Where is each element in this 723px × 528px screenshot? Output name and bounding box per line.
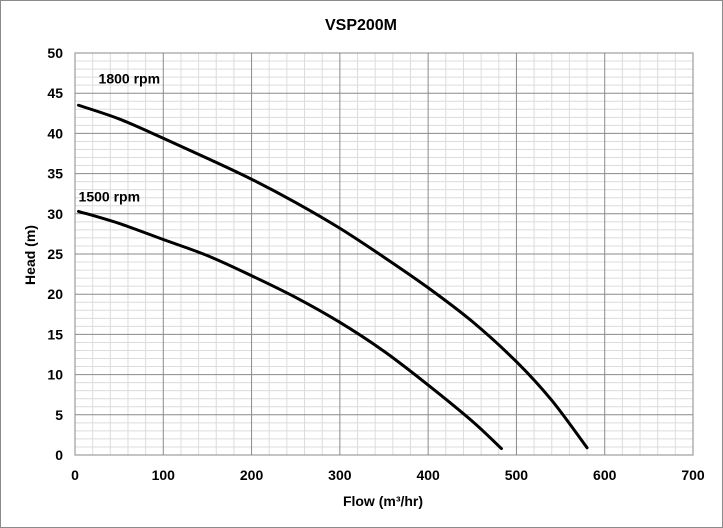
series-label-1: 1800 rpm: [99, 70, 160, 86]
chart-title: VSP200M: [325, 17, 397, 34]
y-tick-label: 30: [47, 206, 63, 222]
y-tick-label: 45: [47, 85, 63, 101]
x-tick-label: 300: [328, 467, 352, 483]
x-tick-label: 400: [416, 467, 440, 483]
plot-area-border: [74, 52, 694, 456]
series-line-1: [77, 103, 589, 450]
y-tick-label: 5: [55, 407, 63, 423]
y-tick-label: 0: [55, 447, 63, 463]
y-axis-tick-labels: 0 5 10 15 20 25 30 35 40 45 50: [47, 45, 63, 463]
series-lines: [77, 103, 589, 451]
y-tick-label: 40: [47, 125, 63, 141]
x-tick-label: 200: [240, 467, 264, 483]
y-tick-label: 15: [47, 326, 63, 342]
y-tick-label: 50: [47, 45, 63, 61]
x-axis-label: Flow (m³/hr): [343, 493, 423, 509]
series-line-2: [77, 209, 503, 451]
y-tick-label: 25: [47, 246, 63, 262]
y-tick-label: 35: [47, 166, 63, 182]
major-grid: [74, 52, 694, 456]
x-tick-label: 100: [152, 467, 176, 483]
x-tick-label: 700: [681, 467, 705, 483]
y-tick-label: 20: [47, 286, 63, 302]
x-axis-tick-labels: 0 100 200 300 400 500 600 700: [71, 467, 705, 483]
y-tick-label: 10: [47, 367, 63, 383]
y-axis-label: Head (m): [22, 225, 38, 285]
x-tick-label: 600: [593, 467, 617, 483]
series-label-2: 1500 rpm: [79, 188, 140, 204]
series-labels: 1800 rpm 1500 rpm: [79, 70, 160, 204]
x-tick-label: 500: [505, 467, 529, 483]
x-tick-label: 0: [71, 467, 79, 483]
